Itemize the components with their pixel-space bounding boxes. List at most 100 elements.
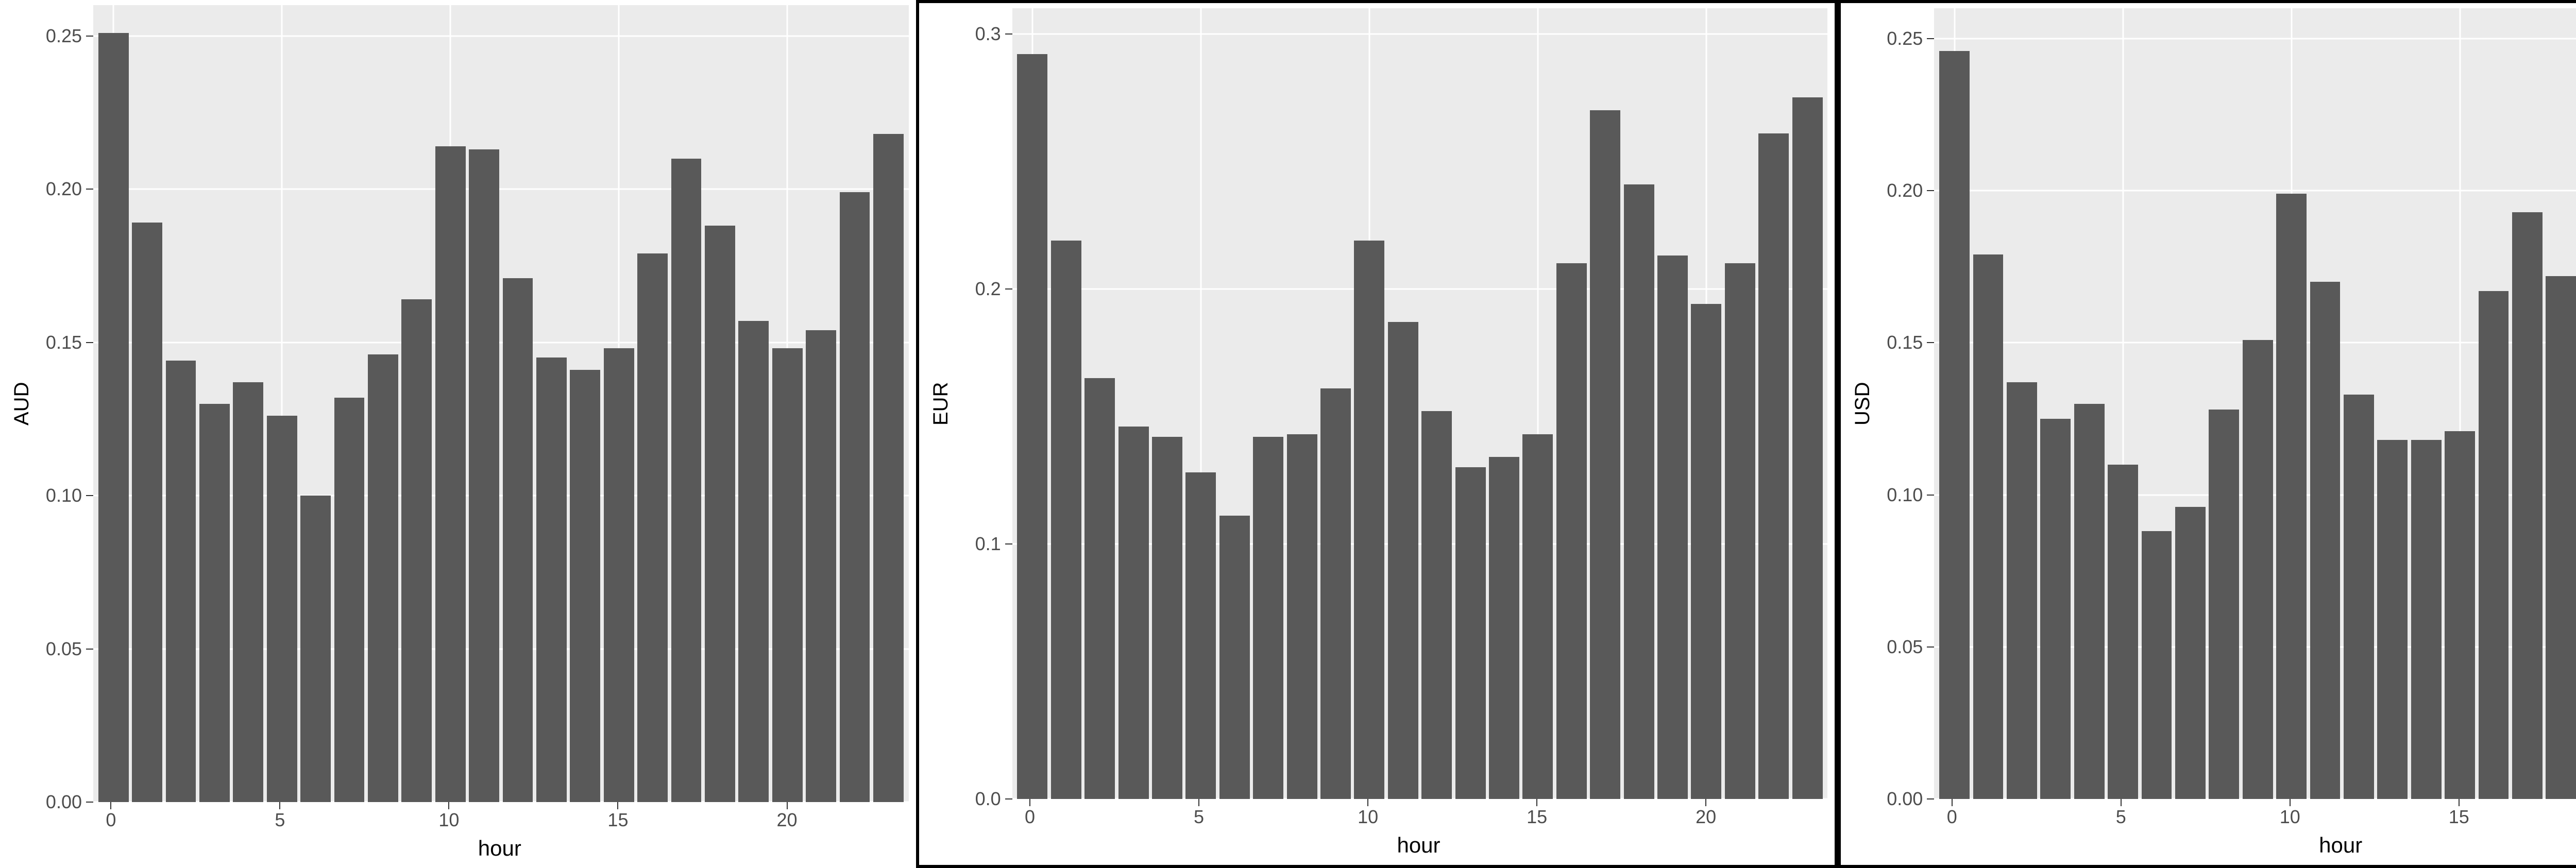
bar [1388, 322, 1418, 799]
bar [199, 404, 230, 803]
x-tick-label: 10 [438, 809, 459, 831]
y-axis-label: AUD [7, 5, 37, 802]
y-tick: 0.0 [975, 788, 1012, 810]
x-tick-mark [1536, 799, 1537, 806]
bar [2546, 276, 2576, 799]
x-axis: 0 5 10 15 20 [91, 802, 909, 833]
y-tick-mark [1005, 288, 1012, 290]
bar [2411, 440, 2442, 799]
y-tick: 0.15 [46, 332, 93, 353]
x-axis: 05101520 [1010, 799, 1828, 830]
x-tick-mark [2459, 799, 2460, 806]
bar [772, 348, 803, 802]
bar [1253, 437, 1283, 799]
x-tick-mark [2121, 799, 2122, 806]
y-tick-mark [1927, 190, 1934, 191]
x-tick-label: 15 [607, 809, 628, 831]
panel-usd: USD0.000.050.100.150.200.2505101520hour [1838, 0, 2576, 868]
y-tick: 0.15 [1887, 332, 1934, 353]
y-tick-label: 0.15 [46, 332, 86, 353]
x-tick: 20 [776, 802, 797, 831]
x-tick-label: 10 [2280, 806, 2300, 828]
bar [233, 382, 263, 802]
y-tick: 0.25 [46, 25, 93, 47]
x-axis: 05101520 [1931, 799, 2576, 830]
bar [2209, 410, 2239, 799]
bar [435, 146, 466, 802]
bar [2142, 531, 2172, 799]
y-axis: 0.000.050.100.150.200.25 [1877, 8, 1934, 799]
spacer [1848, 830, 1931, 858]
bars-group [93, 5, 909, 802]
y-tick: 0.05 [46, 638, 93, 660]
y-axis-label: USD [1848, 8, 1877, 799]
bar [671, 159, 702, 803]
x-tick-mark [617, 802, 618, 809]
y-tick-label: 0.20 [46, 178, 86, 200]
bar [2007, 382, 2037, 799]
bars-group [1934, 8, 2576, 799]
bar [469, 149, 499, 802]
bar [2479, 291, 2509, 799]
y-tick-label: 0.0 [975, 788, 1005, 810]
y-tick: 0.25 [1887, 28, 1934, 49]
bar [1320, 388, 1351, 799]
bar [873, 134, 904, 802]
x-axis-label: hour [91, 833, 909, 861]
bar [2512, 212, 2543, 799]
y-tick-mark [1005, 543, 1012, 544]
bar [98, 33, 129, 802]
bar [401, 299, 432, 802]
spacer [7, 833, 91, 861]
y-tick-mark [1927, 38, 1934, 39]
bar [1185, 472, 1216, 799]
panel-eur: EUR0.00.10.20.305101520hour [916, 0, 1838, 868]
x-tick: 15 [607, 802, 628, 831]
bar [1624, 184, 1654, 799]
x-tick: 0 [1025, 799, 1035, 828]
bar [1556, 263, 1587, 799]
plot-row: AUD0.000.050.100.150.200.25 [7, 5, 909, 802]
x-tick-mark [448, 802, 449, 809]
bar [1152, 437, 1182, 799]
y-tick: 0.05 [1887, 636, 1934, 658]
x-tick-label: 5 [2116, 806, 2126, 828]
bar [166, 361, 196, 802]
panel-aud: AUD 0.00 0.05 0.10 0.15 0.20 0.25 0 5 10 15 20hour [0, 0, 916, 868]
bar [132, 223, 162, 802]
y-tick-label: 0.00 [46, 791, 86, 813]
bar [1657, 256, 1688, 799]
bar [1219, 516, 1250, 799]
bar [1455, 467, 1486, 799]
x-tick: 5 [275, 802, 285, 831]
bar [840, 192, 870, 802]
bar [1691, 304, 1721, 799]
plot-row: EUR0.00.10.20.3 [926, 8, 1828, 799]
x-tick: 10 [438, 802, 459, 831]
bar [2276, 194, 2307, 799]
bar [1017, 54, 1047, 799]
bar [604, 348, 634, 802]
x-tick-mark [1029, 799, 1030, 806]
x-tick-label: 5 [1194, 806, 1204, 828]
plot-area [93, 5, 909, 802]
x-tick-mark [2290, 799, 2291, 806]
y-tick: 0.00 [46, 791, 93, 813]
y-tick-label: 0.25 [46, 25, 86, 47]
x-label-row: hour [926, 830, 1828, 858]
y-tick-label: 0.3 [975, 23, 1005, 45]
bar [1973, 254, 2004, 799]
bar [738, 321, 769, 802]
bar [267, 416, 297, 802]
bar [2175, 507, 2206, 799]
x-tick-label: 10 [1358, 806, 1378, 828]
bar [570, 370, 600, 802]
x-tick-label: 0 [106, 809, 116, 831]
y-tick: 0.10 [46, 485, 93, 506]
x-axis-row: 05101520 [1848, 799, 2576, 830]
y-tick-label: 0.1 [975, 533, 1005, 555]
x-tick-label: 15 [1527, 806, 1547, 828]
bar [1051, 241, 1081, 799]
y-tick-mark [86, 36, 93, 37]
y-tick-label: 0.25 [1887, 28, 1927, 49]
